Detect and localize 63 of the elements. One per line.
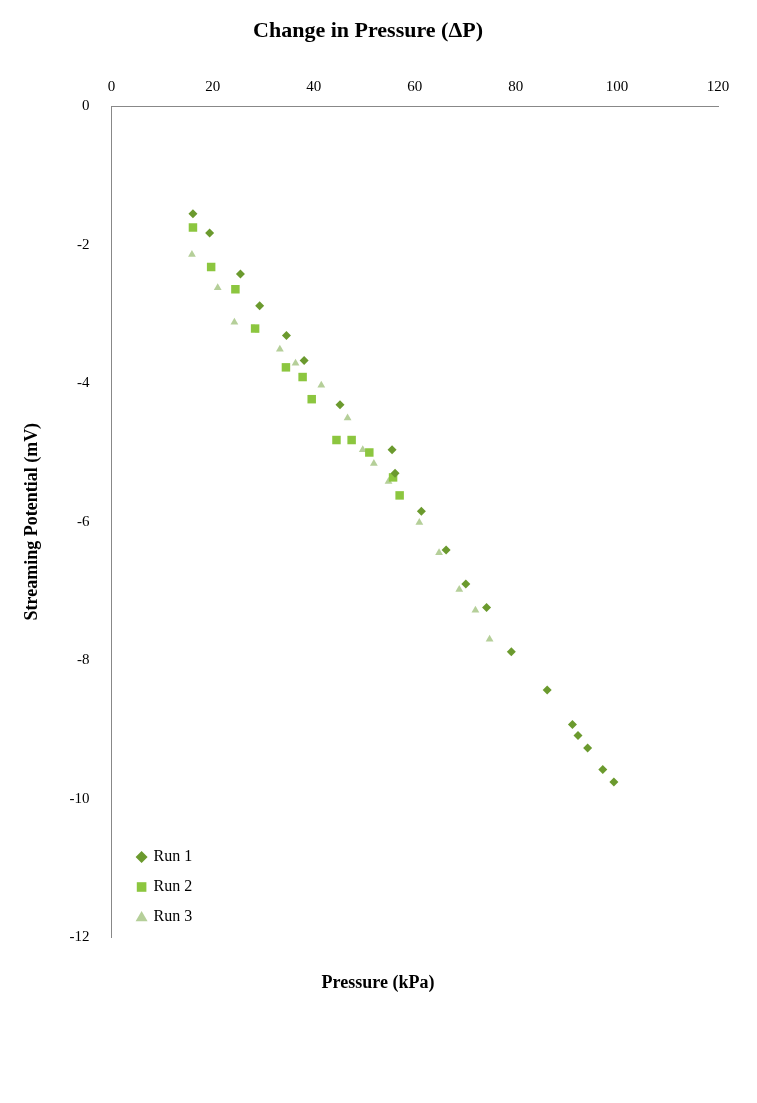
point bbox=[390, 468, 400, 478]
point bbox=[213, 283, 222, 290]
point bbox=[281, 331, 291, 341]
x-tick-label: 120 bbox=[706, 78, 730, 95]
point bbox=[435, 548, 443, 556]
x-tick-label: 20 bbox=[205, 78, 221, 95]
point bbox=[235, 269, 245, 279]
legend-label: Run 2 bbox=[153, 877, 193, 895]
legend-label: Run 1 bbox=[153, 847, 193, 865]
y-tick-label: -8 bbox=[77, 651, 90, 668]
point bbox=[416, 506, 426, 516]
y-tick-label: -4 bbox=[77, 374, 91, 391]
point bbox=[188, 250, 196, 257]
point bbox=[205, 228, 215, 238]
point bbox=[395, 491, 404, 500]
y-tick-label: 0 bbox=[82, 97, 90, 114]
point bbox=[461, 579, 471, 589]
point bbox=[335, 400, 345, 410]
point bbox=[598, 765, 608, 774]
point bbox=[231, 284, 240, 294]
x-tick-label: 80 bbox=[508, 78, 524, 95]
point bbox=[188, 223, 198, 232]
y-tick-label: -6 bbox=[77, 512, 91, 529]
legend-label: Run 3 bbox=[153, 907, 193, 925]
point bbox=[415, 517, 424, 525]
point bbox=[298, 372, 307, 382]
y-tick-label: -10 bbox=[69, 789, 90, 806]
point bbox=[573, 731, 583, 741]
point bbox=[307, 394, 316, 404]
point bbox=[255, 301, 265, 311]
y-tick-label: -12 bbox=[69, 927, 90, 944]
point bbox=[482, 603, 492, 613]
y-axis-title: Streaming Potential (mV) bbox=[21, 422, 43, 621]
x-tick-label: 0 bbox=[107, 78, 116, 95]
point bbox=[542, 685, 552, 695]
x-tick-label: 40 bbox=[306, 78, 322, 95]
point bbox=[485, 634, 494, 642]
point bbox=[281, 363, 291, 372]
point bbox=[188, 209, 198, 219]
point bbox=[369, 459, 378, 466]
point bbox=[343, 413, 352, 421]
point bbox=[455, 585, 464, 592]
point bbox=[365, 448, 374, 457]
x-axis-title: Pressure (kPa) bbox=[320, 972, 436, 993]
point bbox=[332, 435, 341, 445]
point bbox=[471, 605, 480, 613]
point bbox=[609, 777, 619, 787]
point bbox=[583, 743, 593, 753]
y-tick-label: -2 bbox=[77, 235, 90, 252]
point bbox=[230, 317, 239, 325]
point bbox=[387, 445, 397, 455]
point bbox=[441, 545, 451, 555]
x-tick-label: 100 bbox=[605, 78, 629, 95]
point bbox=[250, 324, 260, 333]
point bbox=[291, 358, 300, 366]
chart-title: Change in Pressure (ΔP) bbox=[253, 16, 483, 42]
point bbox=[347, 435, 356, 445]
point bbox=[317, 380, 326, 388]
point bbox=[275, 344, 284, 352]
point bbox=[506, 647, 516, 657]
point bbox=[567, 720, 577, 730]
point bbox=[299, 355, 309, 365]
x-tick-label: 60 bbox=[407, 78, 423, 95]
